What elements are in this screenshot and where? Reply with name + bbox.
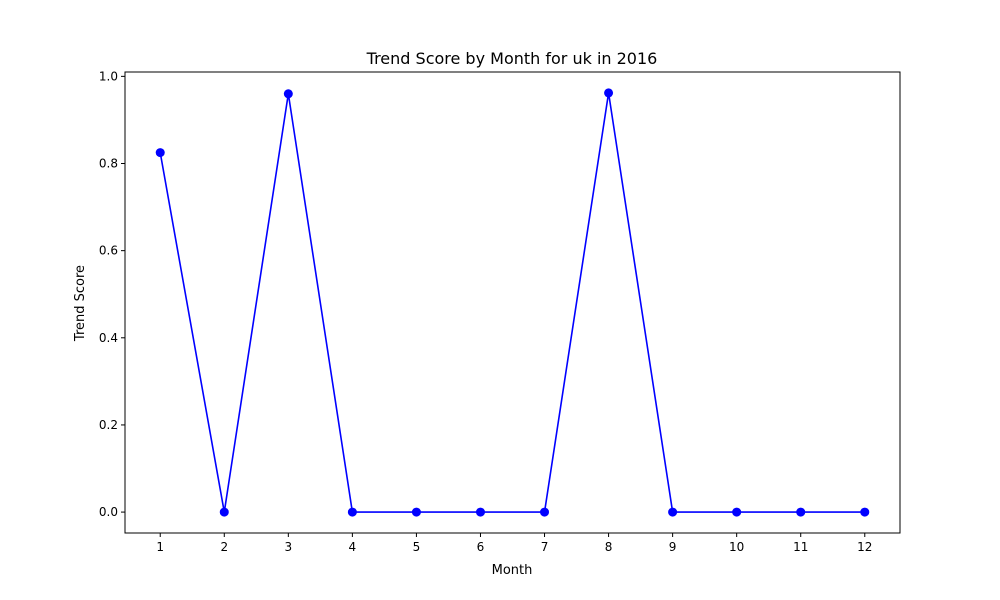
data-point: [540, 507, 550, 517]
data-point: [219, 507, 229, 517]
data-point: [668, 507, 678, 517]
data-point: [732, 507, 742, 517]
plot-area: [124, 71, 901, 534]
x-tick-label: 12: [857, 540, 872, 554]
y-tick-label: 0.8: [99, 157, 118, 171]
data-point: [347, 507, 357, 517]
y-tick-label: 0.0: [99, 505, 118, 519]
data-point: [411, 507, 421, 517]
y-tick-label: 0.4: [99, 331, 118, 345]
series-layer: [155, 88, 870, 517]
x-tick-label: 7: [541, 540, 549, 554]
data-point: [155, 148, 165, 158]
x-tick-label: 4: [349, 540, 357, 554]
x-tick-label: 2: [220, 540, 228, 554]
y-tick-label: 0.6: [99, 244, 118, 258]
x-tick-label: 8: [605, 540, 613, 554]
data-point: [860, 507, 870, 517]
data-point: [796, 507, 806, 517]
x-tick-label: 5: [413, 540, 421, 554]
x-tick-label: 3: [285, 540, 293, 554]
y-axis: 0.0 0.2 0.4 0.6 0.8 1.0: [99, 69, 125, 519]
x-tick-label: 6: [477, 540, 485, 554]
x-axis-label: Month: [492, 563, 533, 578]
chart-title: Trend Score by Month for uk in 2016: [366, 49, 658, 68]
data-point: [283, 89, 293, 99]
data-point: [604, 88, 614, 98]
series-line: [159, 92, 865, 513]
x-tick-label: 11: [793, 540, 808, 554]
y-tick-label: 1.0: [99, 69, 118, 83]
data-point: [475, 507, 485, 517]
x-tick-label: 9: [669, 540, 677, 554]
x-tick-label: 1: [156, 540, 164, 554]
x-tick-label: 10: [729, 540, 744, 554]
y-tick-label: 0.2: [99, 418, 118, 432]
x-axis: 1 2 3 4 5 6 7 8 9 10 11 12: [156, 533, 872, 554]
y-axis-label: Trend Score: [73, 265, 88, 342]
